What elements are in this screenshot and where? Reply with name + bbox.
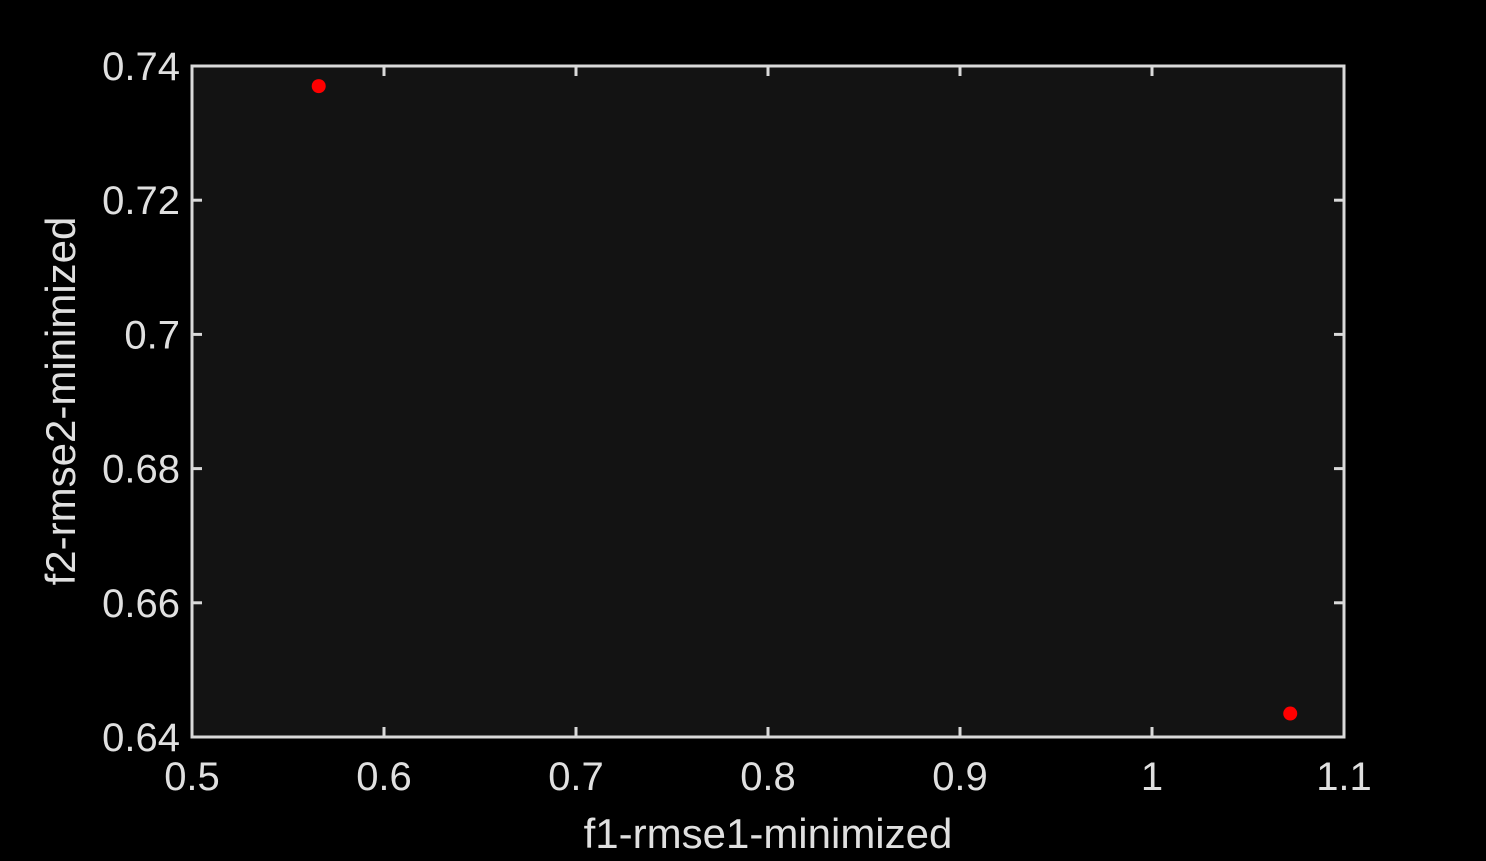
plot-area: [192, 66, 1344, 737]
x-tick-label: 0.7: [548, 755, 604, 799]
data-point: [1283, 706, 1298, 721]
x-tick-label: 0.6: [356, 755, 412, 799]
y-tick-label: 0.74: [102, 45, 180, 89]
x-axis-ticks: 0.5 0.6 0.7 0.8 0.9 1 1.1: [164, 66, 1372, 799]
data-point: [311, 79, 326, 94]
x-tick-label: 1: [1141, 755, 1163, 799]
y-tick-label: 0.64: [102, 716, 180, 760]
plot-frame: [190, 64, 1346, 739]
x-tick-label: 0.5: [164, 755, 220, 799]
y-tick-label: 0.68: [102, 448, 180, 492]
y-tick-label: 0.66: [102, 582, 180, 626]
y-tick-label: 0.72: [102, 179, 180, 223]
x-tick-label: 0.9: [932, 755, 988, 799]
x-tick-label: 1.1: [1316, 755, 1372, 799]
data-points: [311, 79, 1298, 721]
x-axis-title: f1-rmse1-minimized: [584, 810, 953, 857]
y-tick-label: 0.7: [124, 313, 180, 357]
y-axis-ticks: 0.64 0.66 0.68 0.7 0.72 0.74: [102, 45, 1344, 760]
y-axis-title: f2-rmse2-minimized: [37, 217, 84, 586]
x-tick-label: 0.8: [740, 755, 796, 799]
